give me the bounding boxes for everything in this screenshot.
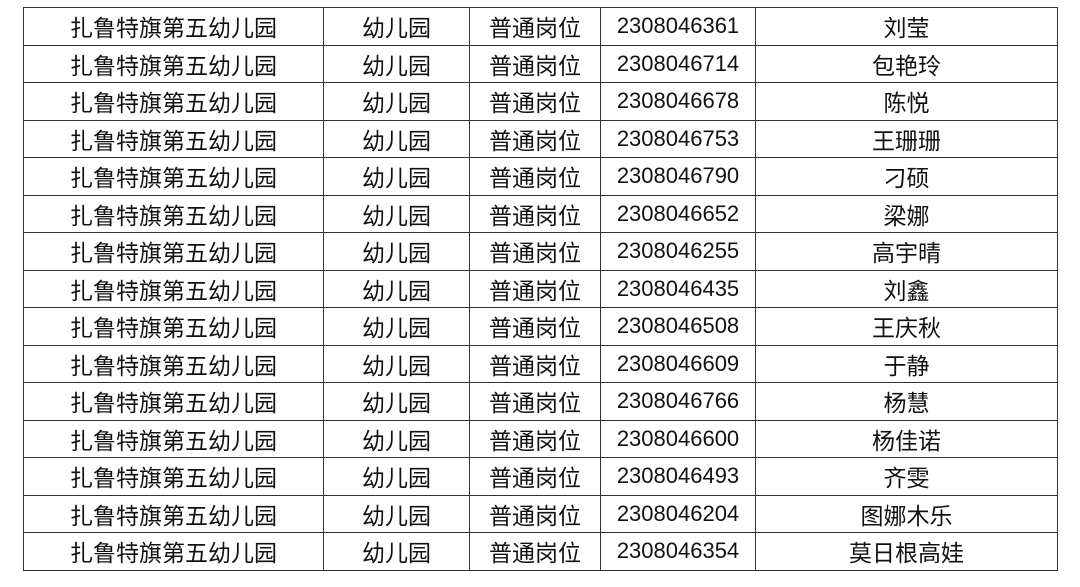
category-cell: 幼儿园 bbox=[323, 82, 470, 121]
category-cell: 幼儿园 bbox=[323, 344, 470, 383]
category-cell: 幼儿园 bbox=[323, 44, 470, 83]
category-cell: 幼儿园 bbox=[323, 382, 470, 421]
school-cell: 扎鲁特旗第五幼儿园 bbox=[23, 419, 324, 458]
category-cell: 幼儿园 bbox=[323, 194, 470, 233]
position-cell: 普通岗位 bbox=[469, 157, 601, 196]
exam-number-cell: 2308046435 bbox=[600, 269, 756, 308]
position-cell: 普通岗位 bbox=[469, 194, 601, 233]
exam-number-cell: 2308046204 bbox=[600, 494, 756, 533]
exam-number-cell: 2308046600 bbox=[600, 419, 756, 458]
exam-number-cell: 2308046766 bbox=[600, 382, 756, 421]
name-cell: 王庆秋 bbox=[755, 307, 1058, 346]
exam-number-cell: 2308046508 bbox=[600, 307, 756, 346]
exam-number-cell: 2308046714 bbox=[600, 44, 756, 83]
table-row: 扎鲁特旗第五幼儿园 幼儿园 普通岗位 2308046354 莫日根高娃 bbox=[23, 532, 1058, 571]
school-cell: 扎鲁特旗第五幼儿园 bbox=[23, 307, 324, 346]
exam-number-cell: 2308046652 bbox=[600, 194, 756, 233]
category-cell: 幼儿园 bbox=[323, 419, 470, 458]
position-cell: 普通岗位 bbox=[469, 269, 601, 308]
table-row: 扎鲁特旗第五幼儿园 幼儿园 普通岗位 2308046600 杨佳诺 bbox=[23, 419, 1058, 458]
category-cell: 幼儿园 bbox=[323, 7, 470, 46]
name-cell: 莫日根高娃 bbox=[755, 532, 1058, 571]
exam-number-cell: 2308046354 bbox=[600, 532, 756, 571]
school-cell: 扎鲁特旗第五幼儿园 bbox=[23, 494, 324, 533]
exam-number-cell: 2308046678 bbox=[600, 82, 756, 121]
position-cell: 普通岗位 bbox=[469, 44, 601, 83]
position-cell: 普通岗位 bbox=[469, 419, 601, 458]
position-cell: 普通岗位 bbox=[469, 532, 601, 571]
category-cell: 幼儿园 bbox=[323, 532, 470, 571]
position-cell: 普通岗位 bbox=[469, 457, 601, 496]
candidate-table: 扎鲁特旗第五幼儿园 幼儿园 普通岗位 2308046361 刘莹 扎鲁特旗第五幼儿园 幼儿园… bbox=[23, 7, 1058, 571]
name-cell: 图娜木乐 bbox=[755, 494, 1058, 533]
name-cell: 梁娜 bbox=[755, 194, 1058, 233]
position-cell: 普通岗位 bbox=[469, 307, 601, 346]
position-cell: 普通岗位 bbox=[469, 119, 601, 158]
exam-number-cell: 2308046753 bbox=[600, 119, 756, 158]
category-cell: 幼儿园 bbox=[323, 119, 470, 158]
category-cell: 幼儿园 bbox=[323, 457, 470, 496]
school-cell: 扎鲁特旗第五幼儿园 bbox=[23, 232, 324, 271]
position-cell: 普通岗位 bbox=[469, 7, 601, 46]
position-cell: 普通岗位 bbox=[469, 344, 601, 383]
table-row: 扎鲁特旗第五幼儿园 幼儿园 普通岗位 2308046361 刘莹 bbox=[23, 7, 1058, 46]
school-cell: 扎鲁特旗第五幼儿园 bbox=[23, 44, 324, 83]
position-cell: 普通岗位 bbox=[469, 82, 601, 121]
exam-number-cell: 2308046255 bbox=[600, 232, 756, 271]
category-cell: 幼儿园 bbox=[323, 494, 470, 533]
school-cell: 扎鲁特旗第五幼儿园 bbox=[23, 344, 324, 383]
category-cell: 幼儿园 bbox=[323, 232, 470, 271]
table-row: 扎鲁特旗第五幼儿园 幼儿园 普通岗位 2308046508 王庆秋 bbox=[23, 307, 1058, 346]
name-cell: 刘鑫 bbox=[755, 269, 1058, 308]
table-row: 扎鲁特旗第五幼儿园 幼儿园 普通岗位 2308046714 包艳玲 bbox=[23, 44, 1058, 83]
name-cell: 包艳玲 bbox=[755, 44, 1058, 83]
exam-number-cell: 2308046790 bbox=[600, 157, 756, 196]
school-cell: 扎鲁特旗第五幼儿园 bbox=[23, 82, 324, 121]
table-row: 扎鲁特旗第五幼儿园 幼儿园 普通岗位 2308046435 刘鑫 bbox=[23, 269, 1058, 308]
school-cell: 扎鲁特旗第五幼儿园 bbox=[23, 457, 324, 496]
name-cell: 刘莹 bbox=[755, 7, 1058, 46]
school-cell: 扎鲁特旗第五幼儿园 bbox=[23, 119, 324, 158]
category-cell: 幼儿园 bbox=[323, 307, 470, 346]
position-cell: 普通岗位 bbox=[469, 494, 601, 533]
school-cell: 扎鲁特旗第五幼儿园 bbox=[23, 269, 324, 308]
table-row: 扎鲁特旗第五幼儿园 幼儿园 普通岗位 2308046652 梁娜 bbox=[23, 194, 1058, 233]
name-cell: 王珊珊 bbox=[755, 119, 1058, 158]
school-cell: 扎鲁特旗第五幼儿园 bbox=[23, 382, 324, 421]
category-cell: 幼儿园 bbox=[323, 157, 470, 196]
table-row: 扎鲁特旗第五幼儿园 幼儿园 普通岗位 2308046753 王珊珊 bbox=[23, 119, 1058, 158]
exam-number-cell: 2308046361 bbox=[600, 7, 756, 46]
table-row: 扎鲁特旗第五幼儿园 幼儿园 普通岗位 2308046678 陈悦 bbox=[23, 82, 1058, 121]
position-cell: 普通岗位 bbox=[469, 382, 601, 421]
table-row: 扎鲁特旗第五幼儿园 幼儿园 普通岗位 2308046609 于静 bbox=[23, 344, 1058, 383]
exam-number-cell: 2308046493 bbox=[600, 457, 756, 496]
table-row: 扎鲁特旗第五幼儿园 幼儿园 普通岗位 2308046204 图娜木乐 bbox=[23, 494, 1058, 533]
name-cell: 刁硕 bbox=[755, 157, 1058, 196]
table-row: 扎鲁特旗第五幼儿园 幼儿园 普通岗位 2308046766 杨慧 bbox=[23, 382, 1058, 421]
name-cell: 于静 bbox=[755, 344, 1058, 383]
school-cell: 扎鲁特旗第五幼儿园 bbox=[23, 157, 324, 196]
exam-number-cell: 2308046609 bbox=[600, 344, 756, 383]
category-cell: 幼儿园 bbox=[323, 269, 470, 308]
name-cell: 高宇晴 bbox=[755, 232, 1058, 271]
school-cell: 扎鲁特旗第五幼儿园 bbox=[23, 7, 324, 46]
name-cell: 陈悦 bbox=[755, 82, 1058, 121]
school-cell: 扎鲁特旗第五幼儿园 bbox=[23, 194, 324, 233]
table-row: 扎鲁特旗第五幼儿园 幼儿园 普通岗位 2308046790 刁硕 bbox=[23, 157, 1058, 196]
table-row: 扎鲁特旗第五幼儿园 幼儿园 普通岗位 2308046493 齐雯 bbox=[23, 457, 1058, 496]
position-cell: 普通岗位 bbox=[469, 232, 601, 271]
table-body: 扎鲁特旗第五幼儿园 幼儿园 普通岗位 2308046361 刘莹 扎鲁特旗第五幼儿园 幼儿园… bbox=[23, 7, 1058, 571]
table-row: 扎鲁特旗第五幼儿园 幼儿园 普通岗位 2308046255 高宇晴 bbox=[23, 232, 1058, 271]
name-cell: 杨慧 bbox=[755, 382, 1058, 421]
name-cell: 齐雯 bbox=[755, 457, 1058, 496]
school-cell: 扎鲁特旗第五幼儿园 bbox=[23, 532, 324, 571]
name-cell: 杨佳诺 bbox=[755, 419, 1058, 458]
